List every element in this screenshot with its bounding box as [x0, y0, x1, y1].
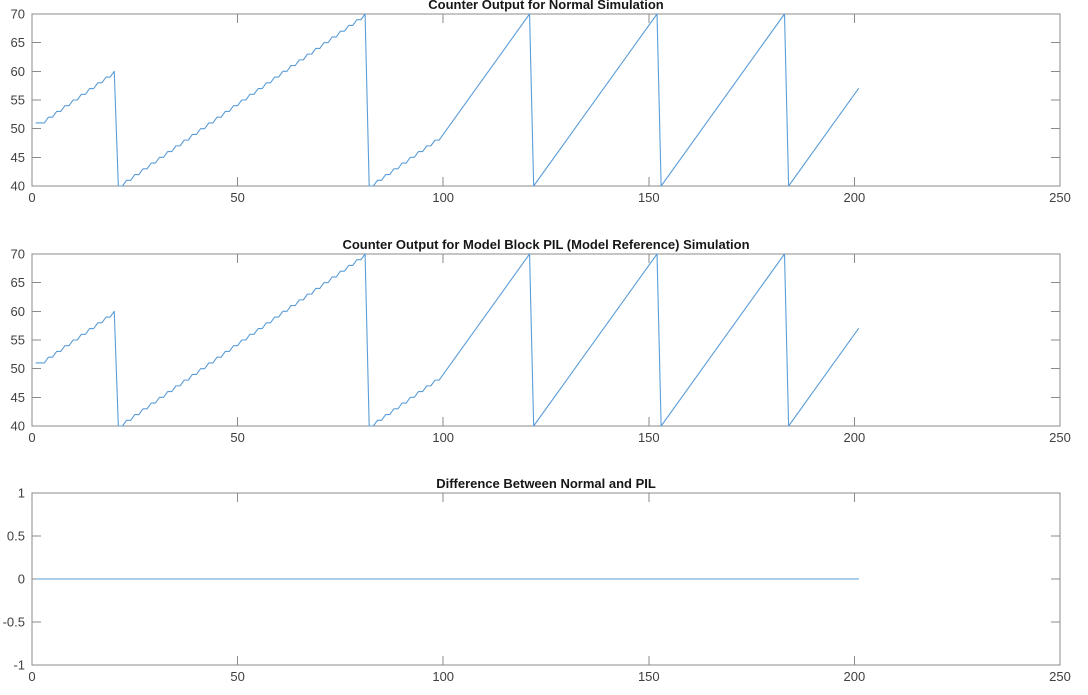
y-tick-label: 45	[11, 390, 25, 405]
y-tick-label: 70	[11, 247, 25, 262]
y-tick-label: 45	[11, 150, 25, 165]
x-tick-label: 250	[1049, 669, 1071, 684]
x-tick-label: 150	[638, 669, 660, 684]
y-tick-label: -1	[13, 658, 25, 673]
y-tick-label: 60	[11, 64, 25, 79]
axes	[31, 253, 1061, 427]
x-tick-label: 0	[28, 669, 35, 684]
counter-normal-line	[35, 13, 860, 187]
y-tick-label: 0.5	[7, 529, 25, 544]
x-tick-label: 150	[638, 190, 660, 205]
y-tick-label: 55	[11, 93, 25, 108]
x-tick-label: 200	[844, 669, 866, 684]
y-tick-label: 0	[18, 572, 25, 587]
axes-box	[31, 13, 1061, 187]
axes-box	[31, 253, 1061, 427]
y-tick-label: -0.5	[3, 615, 25, 630]
x-tick-label: 250	[1049, 190, 1071, 205]
y-tick-label: 60	[11, 304, 25, 319]
x-tick-label: 50	[230, 669, 244, 684]
y-tick-label: 70	[11, 7, 25, 22]
x-tick-label: 250	[1049, 430, 1071, 445]
y-tick-label: 65	[11, 35, 25, 50]
x-tick-label: 100	[432, 430, 454, 445]
x-tick-label: 50	[230, 430, 244, 445]
x-tick-label: 200	[844, 430, 866, 445]
y-tick-label: 40	[11, 179, 25, 194]
subplot-counter-normal: Counter Output for Normal Simulation 0 50…	[11, 0, 1071, 205]
y-tick-label: 55	[11, 333, 25, 348]
axes	[31, 13, 1061, 187]
x-tick-label: 0	[28, 190, 35, 205]
subplot-title: Counter Output for Model Block PIL (Mode…	[342, 237, 749, 252]
counter-pil-line	[35, 253, 860, 427]
y-tick-label: 50	[11, 121, 25, 136]
subplot-title: Counter Output for Normal Simulation	[428, 0, 663, 12]
x-tick-label: 150	[638, 430, 660, 445]
y-tick-label: 1	[18, 486, 25, 501]
x-tick-label: 200	[844, 190, 866, 205]
x-tick-label: 100	[432, 190, 454, 205]
x-tick-label: 50	[230, 190, 244, 205]
y-tick-label: 40	[11, 419, 25, 434]
x-tick-label: 0	[28, 430, 35, 445]
subplot-title: Difference Between Normal and PIL	[436, 476, 656, 491]
y-tick-label: 50	[11, 361, 25, 376]
subplot-counter-pil: Counter Output for Model Block PIL (Mode…	[11, 237, 1071, 445]
x-tick-label: 100	[432, 669, 454, 684]
y-tick-label: 65	[11, 275, 25, 290]
subplot-difference: Difference Between Normal and PIL 0 50 100…	[3, 476, 1071, 684]
